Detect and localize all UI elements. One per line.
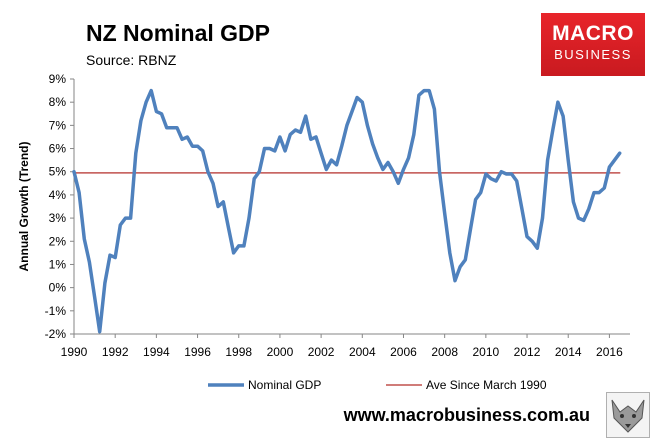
legend-item-nominal-gdp: Nominal GDP [208,378,321,392]
legend-label: Ave Since March 1990 [426,378,547,392]
x-tick-label: 2002 [308,345,335,359]
x-tick-label: 1994 [143,345,170,359]
x-tick-label: 1992 [102,345,129,359]
y-tick-label: 9% [49,72,67,86]
y-tick-label: 8% [49,95,67,109]
x-tick-label: 2004 [349,345,376,359]
chart-title: NZ Nominal GDP [86,20,271,46]
fox-head-icon [606,392,650,438]
y-tick-label: 2% [49,234,67,248]
y-tick-label: -1% [45,304,67,318]
x-tick-label: 2016 [596,345,623,359]
x-tick-label: 2012 [514,345,541,359]
y-tick-label: 1% [49,257,67,271]
x-tick-label: 1998 [225,345,252,359]
chart-source: Source: RBNZ [86,52,177,68]
logo-line-1: MACRO [552,22,634,45]
legend-item-average: Ave Since March 1990 [386,378,547,392]
website-url: www.macrobusiness.com.au [343,405,590,425]
y-axis-label: Annual Growth (Trend) [17,142,31,272]
legend-label: Nominal GDP [248,378,321,392]
y-tick-label: -2% [45,327,67,341]
x-tick-label: 2014 [555,345,582,359]
logo-line-2: BUSINESS [554,47,632,62]
macrobusiness-logo: MACRO BUSINESS [541,13,645,76]
y-tick-label: 7% [49,118,67,132]
x-tick-label: 2008 [431,345,458,359]
x-tick-label: 2000 [267,345,294,359]
y-tick-label: 0% [49,281,67,295]
y-tick-label: 5% [49,165,67,179]
y-tick-label: 3% [49,211,67,225]
x-tick-label: 1996 [184,345,211,359]
y-tick-label: 4% [49,188,67,202]
x-tick-label: 2006 [390,345,417,359]
x-tick-label: 1990 [61,345,88,359]
x-tick-label: 2010 [473,345,500,359]
series-line-nominal-gdp [72,88,622,334]
y-tick-label: 6% [49,142,67,156]
